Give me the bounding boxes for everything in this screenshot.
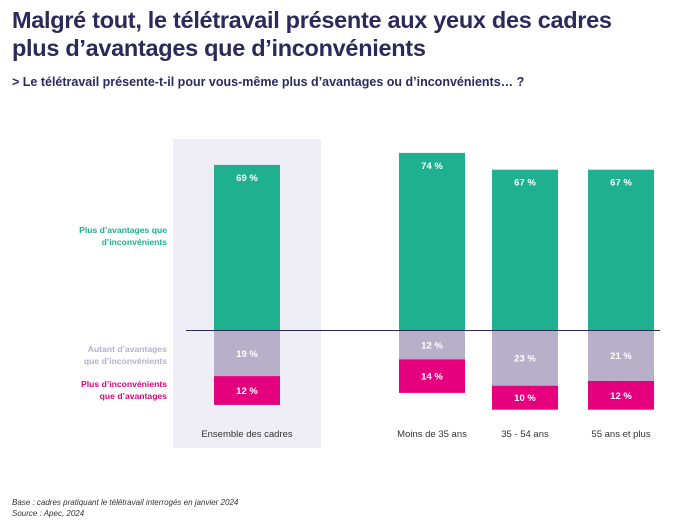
label-disadvantages-0: 12 % — [236, 386, 258, 397]
label-equal-0: 19 % — [236, 349, 258, 360]
bar-disadvantages-0 — [214, 376, 280, 405]
label-disadvantages-1: 14 % — [421, 372, 443, 383]
legend-series-0-line-1: d’inconvénients — [102, 237, 168, 247]
category-label-2: 35 - 54 ans — [501, 429, 549, 440]
bar-advantages-2 — [492, 169, 558, 331]
category-label-3: 55 ans et plus — [591, 429, 650, 440]
bar-equal-0 — [214, 330, 280, 377]
bar-equal-1 — [399, 330, 465, 360]
legend-series-1-line-0: Autant d’avantages — [88, 344, 167, 354]
label-disadvantages-3: 12 % — [610, 391, 632, 402]
category-label-0: Ensemble des cadres — [201, 429, 293, 440]
title-line-1: Malgré tout, le télétravail présente aux… — [12, 7, 612, 33]
label-advantages-0: 69 % — [236, 173, 258, 184]
label-equal-2: 23 % — [514, 354, 536, 365]
label-advantages-2: 67 % — [514, 178, 536, 189]
title-line-2: plus d’avantages que d’inconvénients — [12, 35, 426, 61]
bar-advantages-3 — [588, 169, 654, 331]
legend-series-1-line-1: que d’inconvénients — [84, 356, 167, 366]
label-equal-3: 21 % — [610, 351, 632, 362]
bar-disadvantages-3 — [588, 380, 654, 410]
label-advantages-3: 67 % — [610, 178, 632, 189]
category-label-1: Moins de 35 ans — [397, 429, 467, 440]
legend-series-2-line-0: Plus d’inconvénients — [81, 379, 167, 389]
source-credit: Source : Apec, 2024 — [12, 509, 85, 518]
bar-advantages-0 — [214, 164, 280, 331]
bar-advantages-1 — [399, 152, 465, 331]
bar-disadvantages-2 — [492, 385, 558, 410]
label-advantages-1: 74 % — [421, 161, 443, 172]
bar-disadvantages-1 — [399, 359, 465, 393]
label-equal-1: 12 % — [421, 340, 443, 351]
legend-series-2-line-1: que d’avantages — [100, 391, 168, 401]
page-title: Malgré tout, le télétravail présente aux… — [12, 6, 692, 62]
question-subtitle: > Le télétravail présente-t-il pour vous… — [12, 75, 525, 89]
source-base: Base : cadres pratiquant le télétravail … — [12, 498, 239, 507]
bar-equal-2 — [492, 330, 558, 386]
legend-series-0-line-0: Plus d’avantages que — [79, 225, 167, 235]
bar-equal-3 — [588, 330, 654, 381]
label-disadvantages-2: 10 % — [514, 393, 536, 404]
